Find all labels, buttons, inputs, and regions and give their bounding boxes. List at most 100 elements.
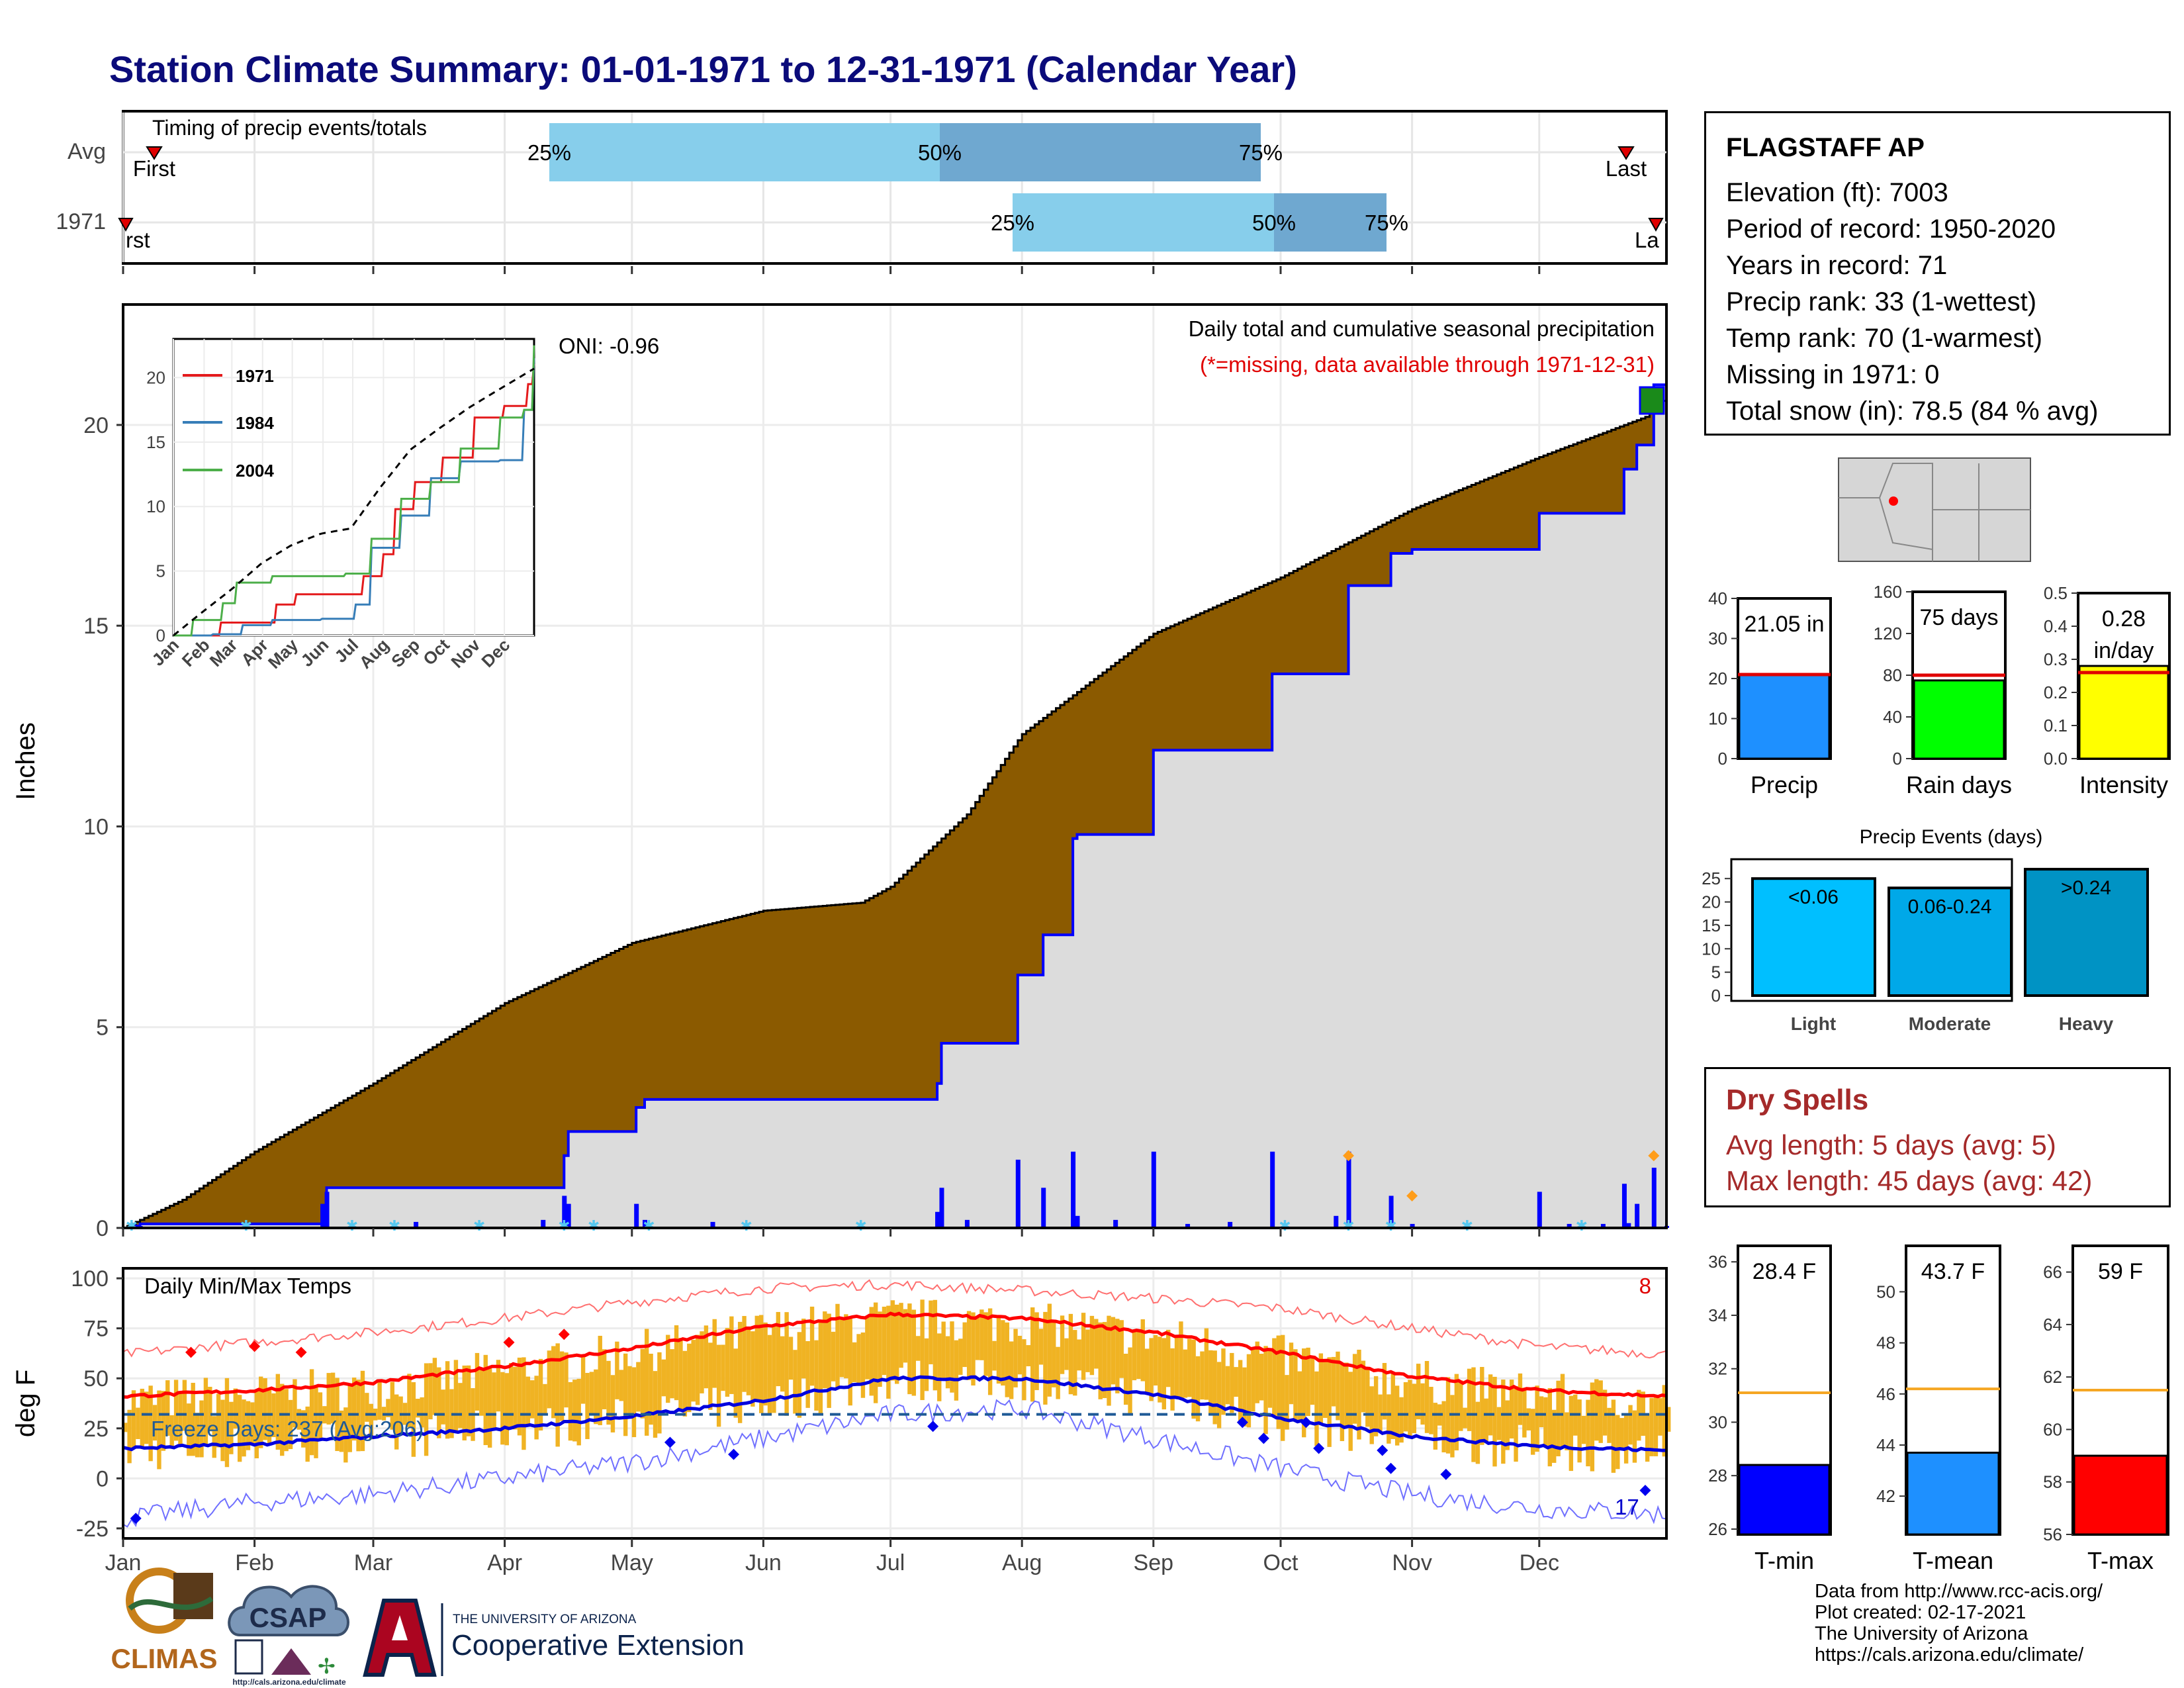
daily-temp-bar bbox=[1318, 1353, 1324, 1425]
daily-temp-bar bbox=[1509, 1380, 1514, 1439]
dry-avg-length: Avg length: 5 days (avg: 5) bbox=[1726, 1129, 2056, 1160]
daily-temp-bar bbox=[1161, 1338, 1167, 1410]
daily-temp-bar bbox=[1480, 1367, 1484, 1445]
daily-temp-bar bbox=[394, 1394, 399, 1450]
daily-temp-bar bbox=[1195, 1356, 1201, 1422]
climas-logo: CLIMAS bbox=[111, 1568, 218, 1674]
record-min-line bbox=[122, 1399, 1667, 1528]
daily-temp-bar bbox=[1361, 1360, 1366, 1413]
daily-temp-bar bbox=[1390, 1372, 1395, 1439]
daily-temp-bar bbox=[432, 1358, 437, 1415]
footer-credits: Data from http://www.rcc-acis.org/ Plot … bbox=[1815, 1581, 2103, 1665]
precip-ytick-label: 15 bbox=[83, 614, 109, 639]
daily-temp-bar bbox=[1526, 1408, 1531, 1430]
credit-data-source: Data from http://www.rcc-acis.org/ bbox=[1815, 1581, 2103, 1602]
daily-temp-bar bbox=[386, 1399, 390, 1417]
stat-intensity-ytick-label: 0.4 bbox=[2044, 616, 2068, 636]
record-low-marker-icon bbox=[1257, 1432, 1269, 1444]
daily-temp-bar bbox=[916, 1336, 921, 1361]
daily-temp-bar bbox=[695, 1335, 700, 1405]
snow-day-icon: ✱ bbox=[1385, 1217, 1396, 1234]
stat-rain-ytick-label: 80 bbox=[1883, 665, 1902, 685]
daily-temp-bar bbox=[987, 1308, 993, 1395]
daily-temp-bar bbox=[971, 1312, 976, 1385]
snow-day-icon: ✱ bbox=[643, 1217, 655, 1234]
snow-day-icon: ✱ bbox=[126, 1217, 138, 1234]
temp-sum-mean-ytick-label: 44 bbox=[1876, 1435, 1895, 1455]
events-bars: <0.06 Light 0.06-0.24 Moderate >0.24 Heavy bbox=[1751, 868, 2149, 1034]
daily-temp-bar bbox=[1179, 1321, 1183, 1399]
daily-temp-bar bbox=[878, 1311, 882, 1387]
daily-temp-bar bbox=[343, 1407, 348, 1463]
inset-gridlines bbox=[173, 339, 534, 636]
events-y-axis: 0 5 10 15 20 25 bbox=[1702, 868, 1731, 1006]
daily-temp-bar bbox=[420, 1397, 424, 1428]
daily-temp-bar bbox=[123, 1423, 128, 1432]
daily-precip-bar bbox=[1228, 1221, 1233, 1228]
daily-temp-bar bbox=[538, 1358, 543, 1430]
record-low-marker-icon bbox=[1313, 1442, 1325, 1454]
daily-temp-bar bbox=[1221, 1348, 1226, 1415]
daily-temp-bar bbox=[1102, 1322, 1107, 1399]
daily-precip-bar bbox=[1071, 1151, 1076, 1228]
temp-sum-min-axis-label: T-min bbox=[1754, 1547, 1814, 1574]
daily-temp-bar bbox=[1467, 1368, 1472, 1431]
legend-2004: 2004 bbox=[236, 461, 274, 481]
daily-temp-bar bbox=[1658, 1398, 1662, 1436]
daily-temp-bar bbox=[780, 1336, 785, 1392]
stat-precip-value-label: 21.05 in bbox=[1745, 612, 1825, 637]
month-axis: Jan Feb Mar Apr May Jun Jul Aug Sep Oct Nov Dec bbox=[105, 1538, 1559, 1575]
daily-temp-bar bbox=[615, 1341, 619, 1399]
timing-title: Timing of precip events/totals bbox=[152, 116, 427, 140]
daily-temp-bar bbox=[1611, 1399, 1616, 1473]
daily-temp-bar bbox=[1518, 1373, 1523, 1425]
temp-sum-mean-bar bbox=[1906, 1452, 2000, 1536]
daily-temp-bar bbox=[958, 1338, 963, 1375]
temp-ytick-label: 0 bbox=[96, 1466, 109, 1491]
record-low-marker-icon bbox=[927, 1421, 939, 1432]
daily-temp-bar bbox=[920, 1299, 925, 1401]
oni-label: ONI: -0.96 bbox=[559, 334, 659, 358]
daily-temp-bar bbox=[1068, 1313, 1073, 1395]
daily-temp-bar bbox=[911, 1309, 917, 1396]
temp-sum-max-ytick-label: 66 bbox=[2043, 1262, 2062, 1282]
daily-temp-bar bbox=[369, 1403, 373, 1440]
daily-temp-bar bbox=[827, 1313, 831, 1408]
daily-precip-bar bbox=[1015, 1159, 1021, 1228]
daily-temp-bar bbox=[237, 1395, 242, 1462]
daily-temp-bar bbox=[1666, 1407, 1671, 1432]
temp-sum-max-bar bbox=[2073, 1454, 2168, 1536]
stat-precip-ytick-label: 30 bbox=[1708, 629, 1727, 649]
snow-day-icon: ✱ bbox=[855, 1217, 867, 1234]
daily-precip-bar bbox=[1075, 1215, 1080, 1228]
inset-ytick-label: 20 bbox=[146, 367, 165, 387]
daily-temp-bar bbox=[623, 1353, 628, 1436]
stat-intensity-value-label: 0.28 bbox=[2102, 606, 2146, 632]
month-label-jul: Jul bbox=[876, 1550, 905, 1575]
daily-temp-bar bbox=[594, 1369, 598, 1425]
daily-temp-bar bbox=[330, 1372, 336, 1424]
daily-temp-bar bbox=[293, 1379, 297, 1428]
tmin-chart: 26 28 30 32 34 36 28.4 F T-min bbox=[1708, 1244, 1832, 1574]
daily-temp-bar bbox=[721, 1344, 725, 1391]
snow-day-icon: ✱ bbox=[558, 1217, 570, 1234]
precip-caption: Daily total and cumulative seasonal prec… bbox=[1189, 316, 1655, 341]
daily-temp-bar bbox=[127, 1409, 132, 1464]
precip-y-axis: 0 5 10 15 20 bbox=[83, 266, 1541, 1241]
daily-temp-bar bbox=[610, 1375, 615, 1432]
location-map bbox=[1838, 457, 2031, 562]
daily-temp-bar bbox=[1357, 1349, 1361, 1440]
daily-temp-bar bbox=[895, 1304, 899, 1384]
daily-precip-bar bbox=[1113, 1219, 1118, 1228]
month-label-sep: Sep bbox=[1134, 1550, 1174, 1575]
daily-temp-bar bbox=[479, 1368, 484, 1416]
daily-temp-bar bbox=[296, 1409, 302, 1430]
daily-temp-bar bbox=[559, 1351, 565, 1421]
daily-temp-bar bbox=[1272, 1338, 1277, 1416]
state-boundaries bbox=[1839, 463, 2030, 561]
daily-temp-bar bbox=[1340, 1364, 1345, 1442]
daily-temp-bar bbox=[1628, 1405, 1633, 1445]
temp-sum-min-ytick-label: 34 bbox=[1708, 1305, 1727, 1325]
daily-temp-bar bbox=[1255, 1341, 1259, 1403]
daily-temp-bar bbox=[263, 1378, 267, 1440]
